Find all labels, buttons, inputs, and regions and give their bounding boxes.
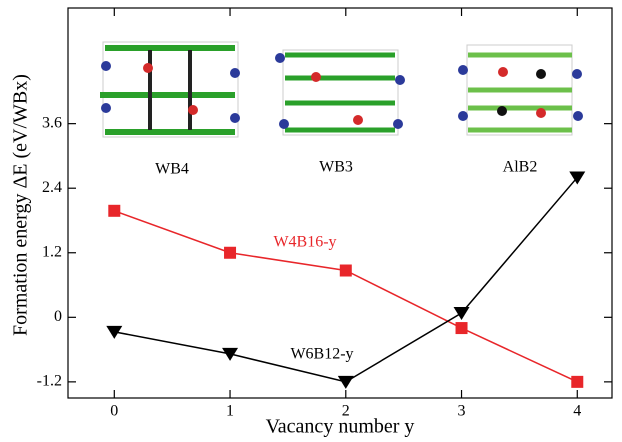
y-tick-label: -1.2 (37, 373, 62, 390)
x-tick-label: 0 (110, 403, 118, 420)
x-tick-label: 3 (458, 403, 466, 420)
series-label: W4B16-y (273, 234, 336, 251)
x-tick-label: 1 (226, 403, 234, 420)
annotation: AlB2 (503, 159, 538, 176)
y-tick-label: 3.6 (42, 114, 62, 131)
annotation: WB3 (319, 159, 353, 176)
marker (338, 376, 354, 389)
annotation: WB4 (155, 161, 189, 178)
structure-wb3 (275, 50, 405, 135)
marker (224, 247, 236, 259)
x-axis-label: Vacancy number y (266, 416, 415, 438)
marker (571, 376, 583, 388)
marker (340, 265, 352, 277)
x-tick-label: 4 (573, 403, 581, 420)
marker (454, 307, 470, 320)
x-tick-label: 2 (342, 403, 350, 420)
y-tick-label: 2.4 (42, 179, 62, 196)
marker (108, 205, 120, 217)
structure-wb4 (100, 42, 240, 137)
marker (569, 171, 585, 184)
y-tick-label: 0 (54, 308, 62, 325)
y-axis-label: Formation energy ΔE (eV/WBx) (10, 74, 32, 336)
y-tick-label: 1.2 (42, 243, 62, 260)
marker (456, 322, 468, 334)
chart: WB4 WB3 AlB2 Vacancy number y Formation … (0, 0, 622, 442)
series-label: W6B12-y (290, 346, 353, 363)
marker (222, 348, 238, 361)
structure-alb2 (458, 45, 583, 135)
